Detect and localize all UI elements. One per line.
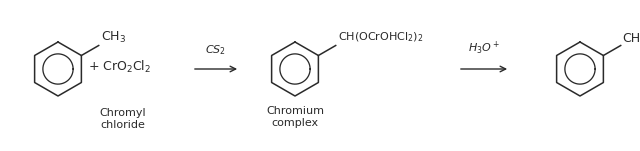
Text: CHO: CHO (623, 32, 640, 45)
Text: H$_3$O$^+$: H$_3$O$^+$ (468, 40, 500, 57)
Text: Chromium
complex: Chromium complex (266, 106, 324, 128)
Text: + CrO$_2$Cl$_2$: + CrO$_2$Cl$_2$ (88, 59, 151, 75)
Text: CH$_3$: CH$_3$ (100, 29, 126, 45)
Text: Chromyl
chloride: Chromyl chloride (100, 108, 147, 130)
Text: CH(OCrOHCl$_2$)$_2$: CH(OCrOHCl$_2$)$_2$ (338, 31, 423, 45)
Text: CS$_2$: CS$_2$ (205, 43, 227, 57)
